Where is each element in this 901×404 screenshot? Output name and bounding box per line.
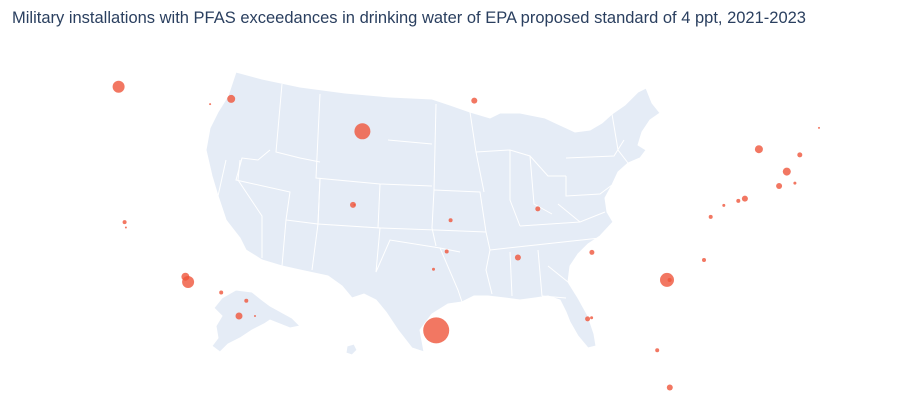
installation-marker[interactable] [350, 201, 356, 208]
installation-marker[interactable] [182, 276, 195, 288]
installation-marker[interactable] [535, 206, 541, 212]
map-title: Military installations with PFAS exceeda… [12, 9, 806, 27]
installation-marker-alaska[interactable] [254, 315, 256, 317]
installation-marker[interactable] [660, 272, 674, 287]
installation-marker[interactable] [112, 80, 125, 93]
installation-marker[interactable] [736, 198, 741, 203]
installation-marker[interactable] [655, 348, 660, 353]
hawaii-land [345, 343, 358, 356]
state-borders [217, 83, 629, 303]
installation-marker[interactable] [244, 298, 249, 303]
installation-marker-alaska[interactable] [235, 312, 243, 320]
installation-marker[interactable] [444, 249, 449, 254]
installation-marker[interactable] [782, 167, 791, 176]
installation-marker[interactable] [741, 195, 748, 202]
installation-marker[interactable] [209, 103, 212, 106]
installation-marker[interactable] [227, 94, 236, 103]
installation-marker[interactable] [423, 317, 450, 344]
installation-marker[interactable] [124, 226, 127, 229]
installation-marker[interactable] [793, 181, 797, 185]
installation-marker[interactable] [354, 123, 371, 140]
installation-marker[interactable] [448, 218, 453, 223]
installation-marker[interactable] [514, 254, 521, 261]
installation-marker[interactable] [590, 316, 594, 320]
installation-marker[interactable] [666, 384, 673, 391]
installation-marker[interactable] [432, 267, 435, 271]
installation-marker[interactable] [589, 249, 595, 255]
installation-markers [112, 80, 820, 391]
installation-marker[interactable] [818, 126, 820, 129]
installation-marker[interactable] [776, 183, 783, 189]
installation-marker[interactable] [585, 316, 591, 322]
installation-marker[interactable] [754, 145, 763, 154]
installation-marker[interactable] [702, 258, 706, 262]
installation-marker[interactable] [219, 290, 224, 295]
installation-marker[interactable] [797, 152, 803, 158]
installation-marker[interactable] [471, 97, 478, 104]
installation-marker[interactable] [722, 203, 726, 207]
installation-marker[interactable] [667, 278, 672, 282]
installation-marker[interactable] [353, 203, 356, 206]
alaska-land [211, 289, 302, 353]
installation-marker[interactable] [122, 220, 127, 225]
installation-marker[interactable] [708, 214, 713, 219]
